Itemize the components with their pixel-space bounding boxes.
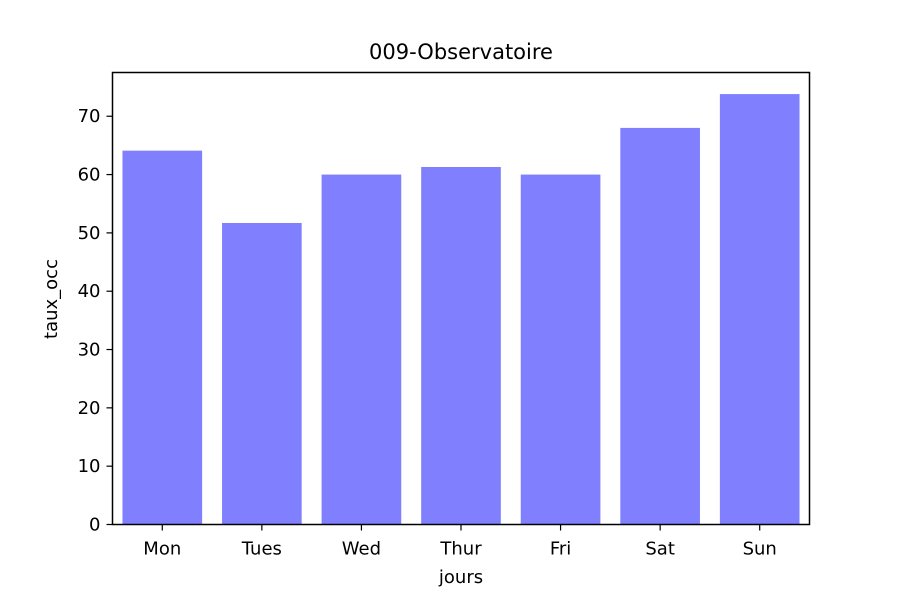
bars-group <box>122 94 800 525</box>
y-tick-label: 30 <box>78 340 101 361</box>
x-tick-label: Sun <box>743 539 777 560</box>
y-tick-label: 70 <box>78 106 101 127</box>
x-tick-label: Wed <box>342 539 381 560</box>
y-axis: 0 10 20 30 40 50 60 70 <box>78 106 113 536</box>
chart-title: 009-Observatoire <box>369 40 553 64</box>
x-tick-label: Mon <box>143 539 181 560</box>
y-tick-label: 0 <box>89 515 100 536</box>
bar-sat <box>620 127 700 525</box>
x-tick-label: Fri <box>550 539 571 560</box>
x-tick-label: Thur <box>439 539 482 560</box>
x-axis: Mon Tues Wed Thur Fri Sat Sun <box>143 524 777 560</box>
x-tick-label: Sat <box>645 539 675 560</box>
y-axis-label: taux_occ <box>41 259 62 339</box>
bar-thur <box>421 166 501 525</box>
bar-wed <box>321 174 402 525</box>
bar-tues <box>222 222 302 525</box>
y-tick-label: 50 <box>78 223 101 244</box>
y-tick-label: 40 <box>78 281 101 302</box>
bar-fri <box>520 174 601 525</box>
x-tick-label: Tues <box>241 539 282 560</box>
x-axis-label: jours <box>438 567 483 588</box>
y-tick-label: 60 <box>78 165 101 186</box>
bar-sun <box>719 94 800 525</box>
y-tick-label: 10 <box>78 456 101 477</box>
bar-mon <box>122 150 203 525</box>
plot-frame <box>111 71 811 526</box>
y-tick-label: 20 <box>78 398 101 419</box>
